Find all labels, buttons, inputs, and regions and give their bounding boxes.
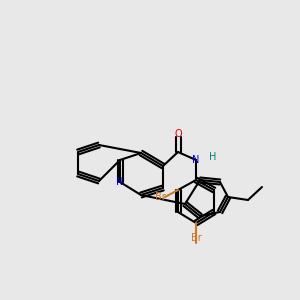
Text: N: N: [192, 155, 200, 165]
Text: Br: Br: [190, 233, 201, 243]
Text: O: O: [174, 129, 182, 139]
Text: H: H: [209, 152, 217, 162]
Text: Br: Br: [154, 192, 165, 202]
Text: N: N: [116, 177, 124, 187]
